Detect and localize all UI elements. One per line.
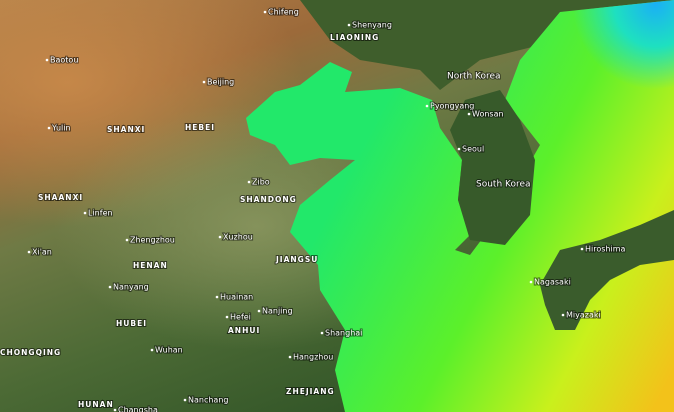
cold-water [490, 0, 674, 190]
city-label: Xi'an [32, 248, 52, 257]
city-dot [288, 355, 292, 359]
city-label: Changsha [118, 406, 158, 412]
city-label: Linfen [88, 209, 113, 218]
country-label: North Korea [447, 72, 501, 82]
city-dot [467, 112, 471, 116]
region-label: SHAANXI [38, 193, 83, 202]
city-dot [202, 80, 206, 84]
city-dot [215, 295, 219, 299]
country-label: South Korea [476, 180, 531, 190]
region-label: HEBEI [185, 123, 215, 132]
city-label: Wuhan [155, 346, 183, 355]
city-label: Nanchang [188, 396, 228, 405]
region-label: JIANGSU [275, 255, 318, 264]
region-label: HUBEI [116, 319, 147, 328]
region-label: ANHUI [228, 326, 260, 335]
city-label: Hangzhou [293, 353, 333, 362]
region-label: HUNAN [78, 400, 114, 409]
city-dot [27, 250, 31, 254]
city-label: Zhengzhou [130, 236, 175, 245]
city-dot [108, 285, 112, 289]
city-dot [580, 247, 584, 251]
japan [540, 210, 674, 330]
city-dot [225, 315, 229, 319]
city-dot [457, 147, 461, 151]
region-label: LIAONING [330, 33, 379, 42]
city-dot [425, 104, 429, 108]
city-label: Nagasaki [534, 278, 571, 287]
city-dot [125, 238, 129, 242]
region-label: SHANDONG [240, 195, 297, 204]
city-dot [561, 313, 565, 317]
city-label: Shenyang [352, 21, 392, 30]
city-dot [529, 280, 533, 284]
korea [450, 90, 535, 245]
city-label: Huainan [220, 293, 253, 302]
city-label: Zibo [252, 178, 270, 187]
city-dot [47, 126, 51, 130]
city-label: Beijing [207, 78, 234, 87]
city-dot [347, 23, 351, 27]
city-dot [218, 235, 222, 239]
city-dot [183, 398, 187, 402]
city-dot [150, 348, 154, 352]
city-label: Yulin [51, 124, 71, 133]
city-label: Pyongyang [430, 102, 474, 111]
city-label: Nanyang [113, 283, 149, 292]
city-label: Wonsan [472, 110, 504, 119]
city-label: Chifeng [268, 8, 299, 17]
city-label: Hiroshima [585, 245, 626, 254]
region-label: ZHEJIANG [286, 387, 335, 396]
city-label: Baotou [50, 56, 78, 65]
city-dot [113, 408, 117, 412]
city-dot [247, 180, 251, 184]
city-dot [45, 58, 49, 62]
city-dot [263, 10, 267, 14]
region-label: CHONGQING [0, 348, 61, 357]
city-label: Shanghai [325, 329, 362, 338]
city-label: Hefei [230, 313, 251, 322]
labels: Chifeng Shenyang LIAONING Baotou Beijing Nort… [0, 7, 627, 412]
city-label: Miyazaki [566, 311, 601, 320]
city-label: Seoul [462, 145, 484, 154]
city-dot [320, 331, 324, 335]
region-label: HENAN [133, 261, 168, 270]
city-dot [83, 211, 87, 215]
region-label: SHANXI [107, 125, 145, 134]
city-dot [257, 309, 261, 313]
city-label: Xuzhou [223, 233, 253, 242]
city-label: Nanjing [262, 307, 293, 316]
